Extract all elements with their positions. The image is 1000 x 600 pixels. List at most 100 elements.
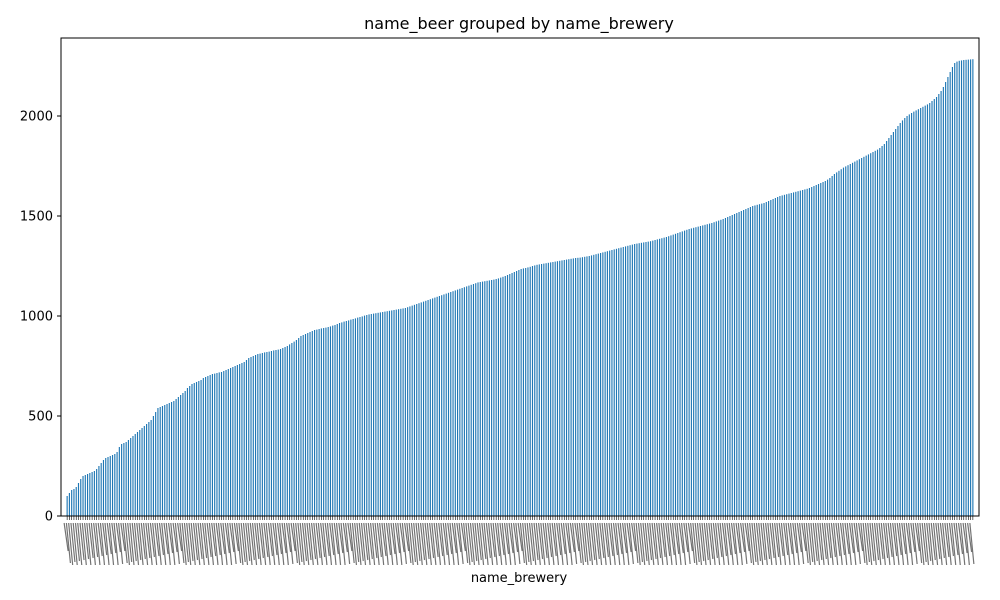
x-tick-label xyxy=(469,522,476,566)
bar xyxy=(559,260,561,516)
bar xyxy=(146,424,148,516)
x-tick-label xyxy=(172,522,178,553)
x-tick-label xyxy=(394,522,401,554)
x-tick-label xyxy=(124,522,131,566)
x-tick-label xyxy=(258,522,264,559)
bar xyxy=(970,59,972,517)
bar xyxy=(690,228,692,516)
bar xyxy=(829,178,831,516)
bar xyxy=(659,238,661,517)
bar xyxy=(121,444,123,516)
x-tick-label xyxy=(635,522,641,566)
bar xyxy=(152,416,154,516)
chart-title: name_beer grouped by name_brewery xyxy=(364,14,674,34)
bar xyxy=(332,325,334,516)
bar xyxy=(967,59,969,516)
x-tick-labels-illegible xyxy=(63,522,975,566)
x-tick-label xyxy=(703,522,709,561)
x-tick-label xyxy=(390,522,396,555)
bar xyxy=(318,329,320,516)
bar xyxy=(624,246,627,516)
x-tick-label xyxy=(367,522,373,560)
x-tick-label xyxy=(270,522,276,566)
bar xyxy=(677,233,679,516)
x-tick-label xyxy=(560,522,566,555)
bar xyxy=(66,496,68,516)
bar xyxy=(688,229,690,516)
bar xyxy=(808,188,810,516)
x-tick-label xyxy=(351,522,358,566)
bar xyxy=(359,317,361,516)
x-tick-label xyxy=(106,522,112,555)
x-tick-label xyxy=(967,522,973,553)
bar xyxy=(511,273,513,516)
bar xyxy=(965,59,967,517)
bar xyxy=(706,224,708,516)
x-tick-label xyxy=(444,522,451,566)
x-tick-label xyxy=(569,522,575,553)
x-tick-label xyxy=(685,522,691,565)
x-tick-label xyxy=(889,522,896,566)
x-tick-label xyxy=(674,522,680,555)
bar xyxy=(856,160,858,516)
bar xyxy=(586,256,588,516)
bar xyxy=(395,309,397,516)
bar xyxy=(513,272,515,516)
bar xyxy=(820,183,822,516)
x-tick-label xyxy=(919,522,925,566)
bar xyxy=(127,440,129,516)
bar xyxy=(404,308,406,516)
bar xyxy=(740,211,742,516)
x-tick-label xyxy=(183,522,190,563)
x-tick-label xyxy=(95,522,101,566)
x-tick-label xyxy=(88,522,94,559)
x-tick-label xyxy=(535,522,541,566)
x-tick-label xyxy=(524,522,530,563)
x-tick-label xyxy=(640,522,646,566)
x-tick-label xyxy=(286,522,292,553)
bar xyxy=(652,240,654,516)
x-tick-label xyxy=(118,522,124,565)
x-tick-label xyxy=(728,522,734,566)
bar xyxy=(211,374,213,516)
x-tick-label xyxy=(932,522,939,566)
x-tick-label xyxy=(179,522,185,564)
bar xyxy=(722,219,724,516)
x-tick-label xyxy=(129,522,135,566)
bar xyxy=(375,313,377,516)
x-tick-label xyxy=(360,522,367,566)
x-tick-label xyxy=(245,522,251,562)
x-tick-label xyxy=(279,522,285,566)
bar xyxy=(105,458,107,516)
x-tick-label xyxy=(331,522,337,566)
bar xyxy=(493,279,495,516)
x-tick-label xyxy=(236,522,242,564)
x-tick-label xyxy=(304,522,310,566)
bar xyxy=(495,279,497,516)
x-tick-label xyxy=(451,522,457,554)
x-tick-label xyxy=(299,522,305,566)
bar xyxy=(277,349,279,516)
x-tick-label xyxy=(320,522,326,558)
bar xyxy=(180,395,182,516)
x-tick-label xyxy=(914,522,920,552)
x-tick-label xyxy=(617,522,623,555)
x-tick-label xyxy=(324,522,330,557)
bar xyxy=(68,493,70,516)
x-tick-label xyxy=(785,522,791,566)
bar xyxy=(890,135,892,516)
x-tick-label xyxy=(372,522,378,559)
x-tick-label xyxy=(347,522,353,552)
x-tick-label xyxy=(417,522,423,566)
bar xyxy=(899,123,901,516)
bar xyxy=(543,263,545,516)
x-tick-label xyxy=(710,522,716,566)
bar xyxy=(590,255,593,516)
x-tick-label xyxy=(903,522,909,566)
bar xyxy=(422,301,425,516)
x-tick-label xyxy=(381,522,387,557)
bar xyxy=(168,403,170,516)
x-tick-label xyxy=(419,522,426,561)
x-tick-label xyxy=(481,522,487,560)
bar xyxy=(906,116,908,516)
